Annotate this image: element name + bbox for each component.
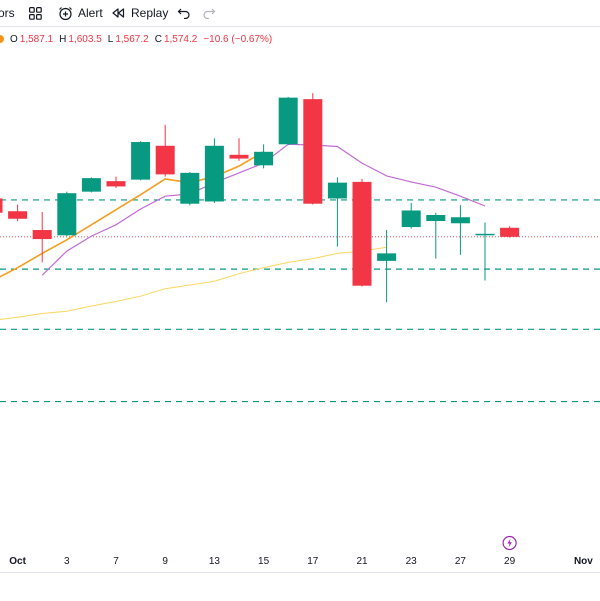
candle-up: [204, 145, 224, 202]
close-value: 1,574.2: [163, 33, 198, 45]
candle-up: [131, 142, 151, 180]
high-label: H: [59, 33, 67, 45]
time-axis-tick: 27: [454, 556, 466, 567]
open-label: O: [10, 33, 18, 45]
candle-up: [57, 193, 77, 236]
candle-down: [0, 198, 3, 213]
replay-button[interactable]: Replay: [110, 4, 168, 22]
candle-down: [303, 99, 323, 204]
replay-label: Replay: [131, 6, 169, 20]
rewind-icon: [110, 5, 126, 21]
alert-button[interactable]: Alert: [57, 4, 103, 22]
lightning-event-icon[interactable]: [502, 535, 517, 551]
high-value: 1,603.5: [68, 33, 102, 45]
top-toolbar: ors Alert Replay: [0, 0, 600, 27]
time-axis-tick: 17: [307, 556, 319, 567]
candle-down: [229, 154, 249, 159]
candle-down: [32, 230, 52, 240]
candle-down: [8, 211, 28, 219]
time-axis-tick: 15: [258, 556, 270, 567]
time-axis-tick: 21: [356, 556, 368, 567]
redo-button[interactable]: [201, 4, 217, 22]
open-value: 1,587.1: [19, 33, 54, 45]
alarm-clock-plus-icon: [57, 5, 73, 21]
time-axis[interactable]: Oct 3 7 9 13 15 17 21 23 27 29 Nov: [0, 552, 600, 572]
candle-up: [254, 151, 274, 166]
symbol-status-dot: [0, 35, 4, 43]
low-label: L: [107, 33, 114, 45]
moving-average-slow-line: [0, 246, 387, 320]
indicators-label: ors: [0, 6, 15, 20]
alert-label: Alert: [78, 6, 103, 20]
candle-up: [450, 217, 470, 224]
candle-up: [401, 210, 421, 228]
time-axis-tick: 13: [208, 556, 220, 567]
layout-button[interactable]: [27, 4, 43, 22]
time-axis-tick: Oct: [9, 556, 26, 567]
grid-layout-icon: [27, 5, 43, 21]
candle-down: [106, 181, 126, 187]
candle-down: [500, 227, 520, 237]
ohlc-legend: O 1,587.1 H 1,603.5 L 1,567.2 C 1,574.2 …: [0, 31, 272, 47]
candle-up: [426, 214, 446, 222]
redo-icon: [201, 5, 217, 21]
change-value: −10.6 (−0.67%): [203, 33, 273, 45]
time-axis-tick: Nov: [573, 556, 593, 567]
candle-up: [327, 182, 347, 199]
candle-up: [377, 253, 397, 261]
undo-icon: [176, 5, 192, 21]
candle-up: [475, 233, 495, 236]
time-axis-tick: 23: [405, 556, 417, 567]
candle-up: [81, 178, 101, 192]
undo-button[interactable]: [176, 4, 192, 22]
close-label: C: [154, 33, 162, 45]
bottom-bar: [0, 572, 600, 601]
time-axis-tick: 29: [504, 556, 516, 567]
candle-up: [180, 172, 200, 204]
candle-up: [278, 97, 298, 145]
time-axis-tick: 3: [64, 556, 70, 567]
time-axis-tick: 7: [113, 556, 119, 567]
candle-down: [155, 145, 175, 175]
time-axis-tick: 9: [162, 556, 168, 567]
low-value: 1,567.2: [115, 33, 149, 45]
candle-down: [352, 181, 372, 286]
indicators-button[interactable]: ors: [0, 4, 15, 22]
